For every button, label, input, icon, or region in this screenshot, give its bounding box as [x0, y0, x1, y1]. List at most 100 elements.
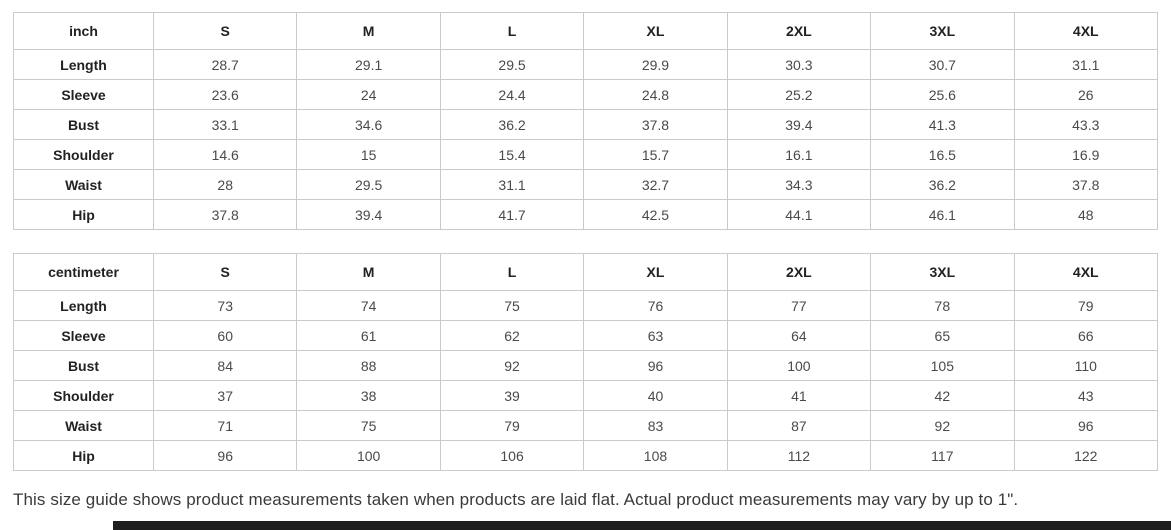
size-header-cell: M — [296, 12, 441, 50]
value-cell: 84 — [152, 350, 298, 381]
value-cell: 71 — [152, 410, 298, 441]
size-header-cell: 4XL — [1013, 253, 1159, 291]
value-cell: 24.4 — [439, 79, 585, 110]
value-cell: 30.7 — [870, 49, 1015, 80]
value-cell: 24 — [296, 79, 441, 110]
value-cell: 29.9 — [583, 49, 728, 80]
size-header-cell: XL — [583, 253, 728, 291]
value-cell: 75 — [439, 290, 585, 321]
value-cell: 43.3 — [1013, 109, 1159, 140]
value-cell: 73 — [152, 290, 298, 321]
value-cell: 26 — [1013, 79, 1159, 110]
value-cell: 31.1 — [1013, 49, 1159, 80]
value-cell: 83 — [583, 410, 728, 441]
size-header-cell: L — [439, 253, 585, 291]
value-cell: 32.7 — [583, 169, 728, 200]
table-row: Hip 96 100 106 108 112 117 122 — [13, 440, 1159, 471]
size-table-header-row: inch S M L XL 2XL 3XL 4XL — [13, 12, 1159, 50]
value-cell: 100 — [726, 350, 872, 381]
size-header-cell: 2XL — [726, 12, 872, 50]
value-cell: 87 — [726, 410, 872, 441]
size-header-cell: S — [152, 12, 298, 50]
value-cell: 46.1 — [870, 199, 1015, 230]
table-row: Shoulder 14.6 15 15.4 15.7 16.1 16.5 16.9 — [13, 139, 1159, 170]
size-header-cell: XL — [583, 12, 728, 50]
value-cell: 30.3 — [726, 49, 872, 80]
value-cell: 39.4 — [296, 199, 441, 230]
value-cell: 105 — [870, 350, 1015, 381]
value-cell: 16.5 — [870, 139, 1015, 170]
value-cell: 43 — [1013, 380, 1159, 411]
size-table-inch: inch S M L XL 2XL 3XL 4XL Length 28.7 29.1 29.5 29.9… — [13, 12, 1159, 230]
value-cell: 96 — [152, 440, 298, 471]
size-table-centimeter: centimeter S M L XL 2XL 3XL 4XL Length 73 74 75 76 77… — [13, 253, 1159, 471]
row-label-cell: Length — [13, 49, 154, 80]
row-label-cell: Hip — [13, 440, 154, 471]
table-row: Waist 28 29.5 31.1 32.7 34.3 36.2 37.8 — [13, 169, 1159, 200]
value-cell: 29.5 — [439, 49, 585, 80]
value-cell: 41 — [726, 380, 872, 411]
unit-header-cell: inch — [13, 12, 154, 50]
value-cell: 79 — [439, 410, 585, 441]
value-cell: 37 — [152, 380, 298, 411]
value-cell: 79 — [1013, 290, 1159, 321]
row-label-cell: Sleeve — [13, 320, 154, 351]
value-cell: 88 — [296, 350, 441, 381]
value-cell: 29.1 — [296, 49, 441, 80]
value-cell: 76 — [583, 290, 728, 321]
row-label-cell: Shoulder — [13, 380, 154, 411]
value-cell: 37.8 — [583, 109, 728, 140]
value-cell: 15.4 — [439, 139, 585, 170]
value-cell: 39 — [439, 380, 585, 411]
row-label-cell: Waist — [13, 410, 154, 441]
value-cell: 34.3 — [726, 169, 872, 200]
value-cell: 16.9 — [1013, 139, 1159, 170]
row-label-cell: Sleeve — [13, 79, 154, 110]
value-cell: 60 — [152, 320, 298, 351]
value-cell: 37.8 — [152, 199, 298, 230]
size-header-cell: 4XL — [1013, 12, 1159, 50]
table-row: Bust 33.1 34.6 36.2 37.8 39.4 41.3 43.3 — [13, 109, 1159, 140]
value-cell: 117 — [870, 440, 1015, 471]
value-cell: 33.1 — [152, 109, 298, 140]
value-cell: 40 — [583, 380, 728, 411]
value-cell: 96 — [583, 350, 728, 381]
value-cell: 48 — [1013, 199, 1159, 230]
value-cell: 41.3 — [870, 109, 1015, 140]
value-cell: 15.7 — [583, 139, 728, 170]
unit-header-cell: centimeter — [13, 253, 154, 291]
value-cell: 64 — [726, 320, 872, 351]
value-cell: 63 — [583, 320, 728, 351]
value-cell: 106 — [439, 440, 585, 471]
value-cell: 41.7 — [439, 199, 585, 230]
value-cell: 37.8 — [1013, 169, 1159, 200]
value-cell: 62 — [439, 320, 585, 351]
size-header-cell: L — [439, 12, 585, 50]
value-cell: 78 — [870, 290, 1015, 321]
value-cell: 36.2 — [439, 109, 585, 140]
value-cell: 42.5 — [583, 199, 728, 230]
value-cell: 112 — [726, 440, 872, 471]
value-cell: 110 — [1013, 350, 1159, 381]
row-label-cell: Shoulder — [13, 139, 154, 170]
row-label-cell: Waist — [13, 169, 154, 200]
size-header-cell: 3XL — [870, 253, 1015, 291]
table-row: Shoulder 37 38 39 40 41 42 43 — [13, 380, 1159, 411]
row-label-cell: Bust — [13, 109, 154, 140]
row-label-cell: Bust — [13, 350, 154, 381]
bottom-dark-bar — [113, 521, 1171, 530]
value-cell: 100 — [296, 440, 441, 471]
table-row: Sleeve 60 61 62 63 64 65 66 — [13, 320, 1159, 351]
table-row: Bust 84 88 92 96 100 105 110 — [13, 350, 1159, 381]
value-cell: 66 — [1013, 320, 1159, 351]
table-row: Length 28.7 29.1 29.5 29.9 30.3 30.7 31.1 — [13, 49, 1159, 80]
row-label-cell: Hip — [13, 199, 154, 230]
value-cell: 108 — [583, 440, 728, 471]
value-cell: 14.6 — [152, 139, 298, 170]
value-cell: 36.2 — [870, 169, 1015, 200]
size-header-cell: M — [296, 253, 441, 291]
value-cell: 39.4 — [726, 109, 872, 140]
value-cell: 38 — [296, 380, 441, 411]
value-cell: 31.1 — [439, 169, 585, 200]
